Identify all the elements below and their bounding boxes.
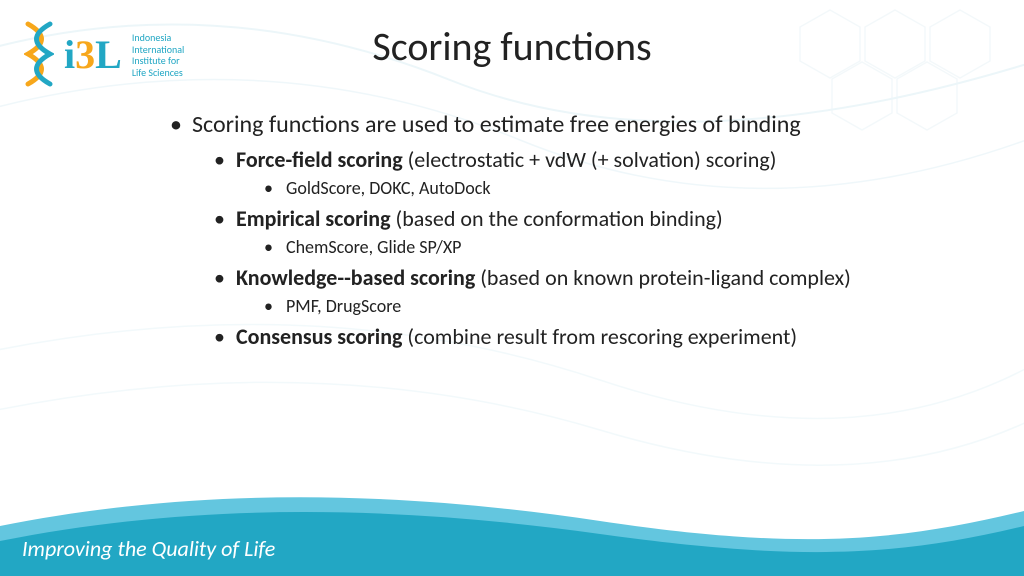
bullet-main: Scoring functions are used to estimate f… — [170, 110, 944, 352]
footer-tagline: Improving the Quality of Life — [22, 535, 275, 562]
bullet-knowledge-rest: (based on known protein-ligand complex) — [475, 264, 851, 291]
bullet-consensus-bold: Consensus scoring — [236, 323, 402, 350]
bullet-knowledge: Knowledge--based scoring (based on known… — [214, 264, 944, 317]
footer-wave — [0, 486, 1024, 576]
bullet-forcefield-rest: (electrostatic + vdW (+ solvation) scori… — [403, 146, 777, 173]
slide-content: Scoring functions are used to estimate f… — [170, 110, 944, 358]
bullet-forcefield-sub: GoldScore, DOKC, AutoDock — [264, 177, 944, 200]
bullet-empirical-sub: ChemScore, Glide SP/XP — [264, 236, 944, 259]
bullet-forcefield: Force-field scoring (electrostatic + vdW… — [214, 146, 944, 199]
bullet-knowledge-sub: PMF, DrugScore — [264, 295, 944, 318]
bullet-forcefield-bold: Force-field scoring — [236, 146, 403, 173]
bullet-consensus: Consensus scoring (combine result from r… — [214, 323, 944, 352]
bullet-empirical-rest: (based on the conformation binding) — [391, 205, 723, 232]
slide-title: Scoring functions — [0, 22, 1024, 71]
bullet-consensus-rest: (combine result from rescoring experimen… — [402, 323, 797, 350]
bullet-empirical-bold: Empirical scoring — [236, 205, 391, 232]
bullet-knowledge-bold: Knowledge--based scoring — [236, 264, 475, 291]
bullet-main-text: Scoring functions are used to estimate f… — [192, 110, 801, 139]
bullet-empirical: Empirical scoring (based on the conforma… — [214, 205, 944, 258]
